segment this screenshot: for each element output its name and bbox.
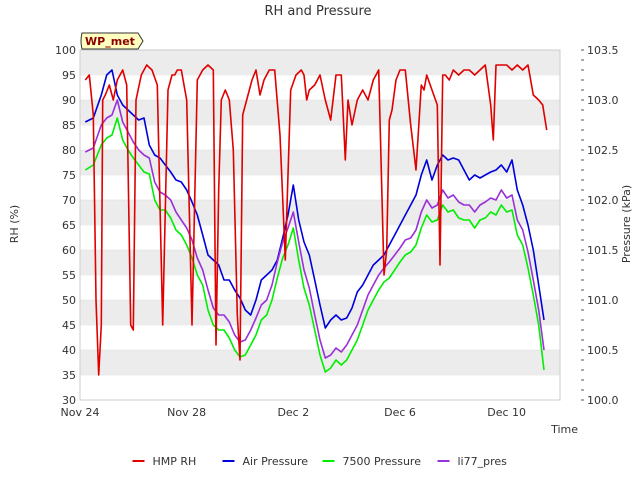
- right-tick-label: 100.0: [587, 394, 619, 407]
- legend-label: 7500 Pressure: [343, 455, 422, 468]
- grid-bands: [80, 49, 560, 400]
- left-tick-label: 85: [62, 119, 76, 132]
- left-tick-label: 100: [55, 44, 76, 57]
- left-tick-label: 45: [62, 319, 76, 332]
- left-tick-label: 65: [62, 219, 76, 232]
- right-axis-ticks: 100.0 100.5 101.0 101.5 102.0 102.5 103.0 103.5: [581, 44, 619, 407]
- left-tick-label: 95: [62, 69, 76, 82]
- left-tick-label: 80: [62, 144, 76, 157]
- left-tick-label: 30: [62, 394, 76, 407]
- x-tick-label: Dec 6: [384, 406, 416, 419]
- legend: HMP RH Air Pressure 7500 Pressure li77_pres: [132, 455, 508, 468]
- left-tick-label: 70: [62, 194, 76, 207]
- left-tick-label: 60: [62, 244, 76, 257]
- grid-band: [80, 200, 560, 225]
- series-line-7500-pressure: [84, 117, 545, 373]
- x-tick-label: Nov 28: [167, 406, 206, 419]
- left-tick-label: 50: [62, 294, 76, 307]
- left-tick-label: 55: [62, 269, 76, 282]
- right-tick-label: 101.5: [587, 244, 619, 257]
- right-tick-label: 103.0: [587, 94, 619, 107]
- right-tick-label: 101.0: [587, 294, 619, 307]
- left-axis-title: RH (%): [8, 205, 21, 243]
- right-tick-label: 102.0: [587, 194, 619, 207]
- x-tick-label: Nov 24: [61, 406, 100, 419]
- right-tick-label: 103.5: [587, 44, 619, 57]
- grid-band: [80, 250, 560, 275]
- left-axis-ticks: 30 35 40 45 50 55 60 65 70 75 80 85 90 95 100: [55, 44, 76, 407]
- left-tick-label: 35: [62, 369, 76, 382]
- station-tag-label: WP_met: [85, 35, 135, 48]
- legend-label: li77_pres: [458, 455, 508, 468]
- left-tick-label: 40: [62, 344, 76, 357]
- x-axis-ticks: Nov 24 Nov 28 Dec 2 Dec 6 Dec 10: [61, 406, 527, 419]
- chart-title: RH and Pressure: [264, 4, 371, 19]
- legend-label: Air Pressure: [243, 455, 309, 468]
- legend-label: HMP RH: [153, 455, 197, 468]
- x-tick-label: Dec 10: [487, 406, 526, 419]
- right-tick-label: 100.5: [587, 344, 619, 357]
- left-tick-label: 90: [62, 94, 76, 107]
- station-tag: WP_met: [80, 32, 144, 50]
- station-tag-box: [80, 32, 144, 50]
- right-axis-title: Pressure (kPa): [620, 185, 633, 263]
- left-tick-label: 75: [62, 169, 76, 182]
- series-lines: [84, 64, 548, 376]
- right-tick-label: 102.5: [587, 144, 619, 157]
- series-line-hmp-rh: [84, 64, 548, 376]
- plot-area: [79, 49, 561, 401]
- x-tick-label: Dec 2: [277, 406, 309, 419]
- grid-band: [80, 100, 560, 125]
- x-axis-title: Time: [550, 423, 578, 436]
